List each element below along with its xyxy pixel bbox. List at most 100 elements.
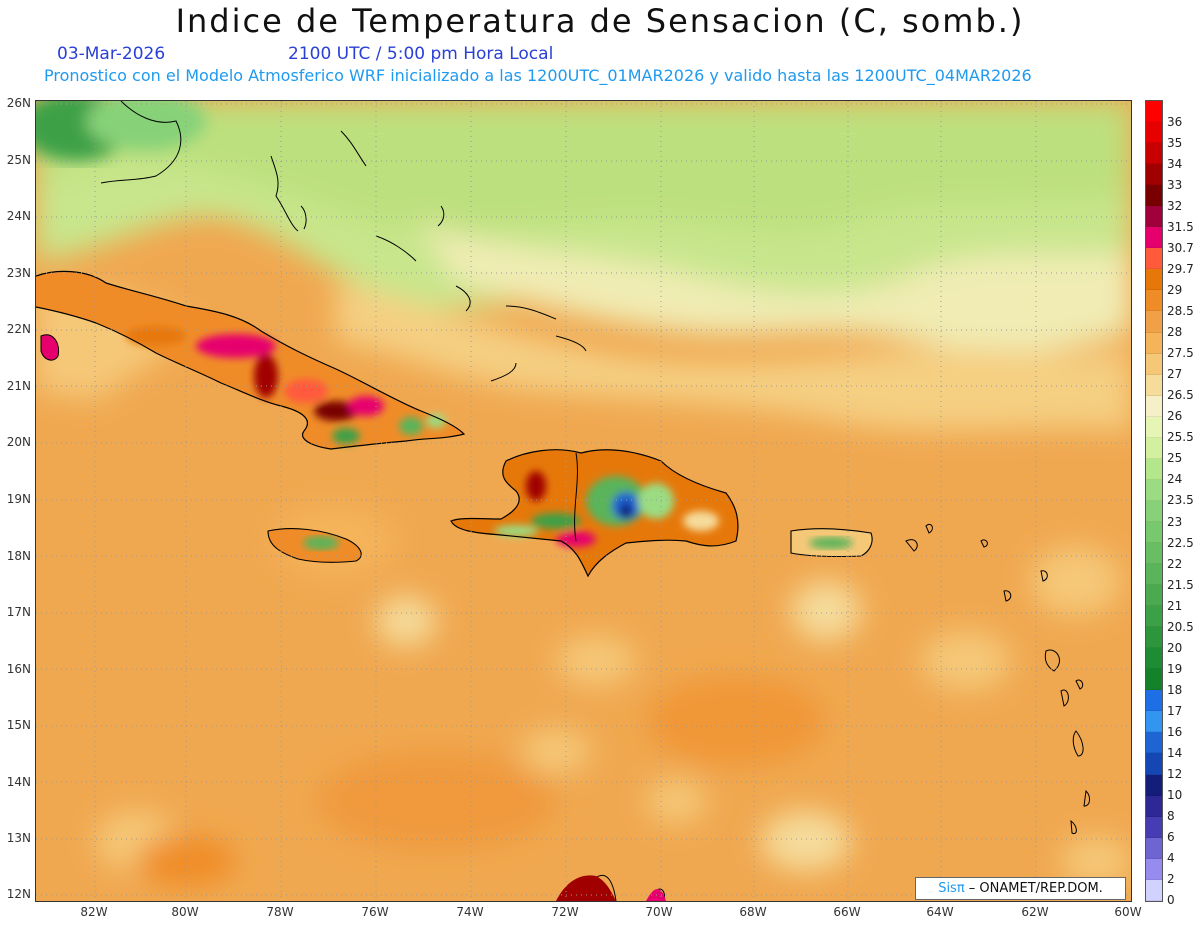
legend-swatch (1146, 416, 1162, 438)
legend-swatch (1146, 353, 1162, 375)
legend-label: 26.5 (1167, 388, 1194, 403)
legend-label: 35 (1167, 135, 1183, 150)
legend-swatch (1146, 816, 1162, 838)
lat-label: 20N (6, 435, 31, 449)
lat-label: 17N (6, 605, 31, 619)
lat-label: 13N (6, 831, 31, 845)
lon-label: 66W (833, 905, 861, 919)
legend-swatch (1146, 332, 1162, 354)
map-title: Indice de Temperatura de Sensacion (C, s… (175, 2, 1025, 40)
lat-label: 23N (6, 266, 31, 280)
lat-label: 18N (6, 549, 31, 563)
legend-swatch (1146, 185, 1162, 207)
legend-swatch (1146, 122, 1162, 144)
lon-label: 82W (80, 905, 108, 919)
lat-label: 22N (6, 322, 31, 336)
legend-swatch (1146, 458, 1162, 480)
legend-label: 23 (1167, 514, 1183, 529)
lon-label: 68W (739, 905, 767, 919)
legend-swatch (1146, 879, 1162, 901)
legend-swatch (1146, 290, 1162, 312)
legend-swatch (1146, 753, 1162, 775)
legend-label: 34 (1167, 156, 1183, 171)
legend-swatch (1146, 164, 1162, 186)
temperature-field (36, 101, 1131, 886)
lon-label: 72W (551, 905, 579, 919)
credit-brand: Sisπ (938, 881, 965, 896)
legend-label: 31.5 (1167, 219, 1194, 234)
legend-label: 18 (1167, 682, 1183, 697)
legend-label: 32 (1167, 198, 1183, 213)
legend-swatch (1146, 732, 1162, 754)
legend-swatch (1146, 606, 1162, 628)
legend-swatch (1146, 437, 1162, 459)
lon-label: 78W (266, 905, 294, 919)
legend-swatch (1146, 585, 1162, 607)
lat-label: 26N (6, 96, 31, 110)
legend-label: 25 (1167, 451, 1183, 466)
cuba (36, 270, 466, 450)
lon-label: 62W (1021, 905, 1049, 919)
lat-label: 24N (6, 209, 31, 223)
legend-label: 2 (1167, 872, 1175, 887)
legend-label: 20.5 (1167, 619, 1194, 634)
legend-swatch (1146, 500, 1162, 522)
lat-label: 16N (6, 662, 31, 676)
legend-swatch (1146, 564, 1162, 586)
legend-swatch (1146, 227, 1162, 249)
legend-label: 20 (1167, 640, 1183, 655)
lat-label: 25N (6, 153, 31, 167)
forecast-date: 03-Mar-2026 (57, 44, 166, 64)
legend-label: 21 (1167, 598, 1183, 613)
grid-lines (36, 101, 1131, 901)
legend-label: 26 (1167, 409, 1183, 424)
legend-label: 6 (1167, 830, 1175, 845)
legend-label: 30.7 (1167, 240, 1194, 255)
legend-swatch (1146, 774, 1162, 796)
credit-box: Sisπ – ONAMET/REP.DOM. (915, 877, 1126, 900)
legend-swatch (1146, 395, 1162, 417)
legend-label: 29 (1167, 282, 1183, 297)
legend-label: 25.5 (1167, 430, 1194, 445)
lon-label: 64W (926, 905, 954, 919)
lon-label: 70W (645, 905, 673, 919)
legend-label: 36 (1167, 114, 1183, 129)
forecast-time: 2100 UTC / 5:00 pm Hora Local (288, 44, 554, 64)
jamaica (267, 528, 362, 563)
lat-label: 21N (6, 379, 31, 393)
legend-swatch (1146, 648, 1162, 670)
legend-label: 28 (1167, 325, 1183, 340)
legend-swatch (1146, 627, 1162, 649)
legend-label: 28.5 (1167, 304, 1194, 318)
legend-swatch (1146, 837, 1162, 859)
legend-label: 27 (1167, 367, 1183, 382)
model-info: Pronostico con el Modelo Atmosferico WRF… (44, 66, 1032, 85)
forecast-map (35, 100, 1132, 902)
legend-label: 24 (1167, 472, 1183, 487)
legend-label: 4 (1167, 851, 1175, 866)
legend-swatch (1146, 269, 1162, 291)
lon-label: 60W (1114, 905, 1142, 919)
lon-label: 76W (361, 905, 389, 919)
legend-swatch (1146, 206, 1162, 228)
map-canvas (36, 101, 1131, 901)
legend-swatch (1146, 711, 1162, 733)
legend-label: 22.5 (1167, 535, 1194, 550)
legend-swatch (1146, 311, 1162, 333)
lat-label: 14N (6, 775, 31, 789)
legend-label: 0 (1167, 893, 1175, 908)
lon-label: 74W (456, 905, 484, 919)
legend-label: 12 (1167, 767, 1183, 782)
lat-label: 15N (6, 718, 31, 732)
legend-swatch (1146, 479, 1162, 501)
legend-label: 29.7 (1167, 261, 1194, 276)
bahamas-outlines (100, 101, 587, 382)
legend-swatch (1146, 248, 1162, 270)
legend-swatch (1146, 858, 1162, 880)
legend-label: 10 (1167, 788, 1183, 803)
credit-text: – ONAMET/REP.DOM. (964, 881, 1103, 896)
lat-label: 12N (6, 887, 31, 901)
legend-swatch (1146, 542, 1162, 565)
legend-swatch (1146, 143, 1162, 165)
legend-swatch (1146, 669, 1162, 691)
